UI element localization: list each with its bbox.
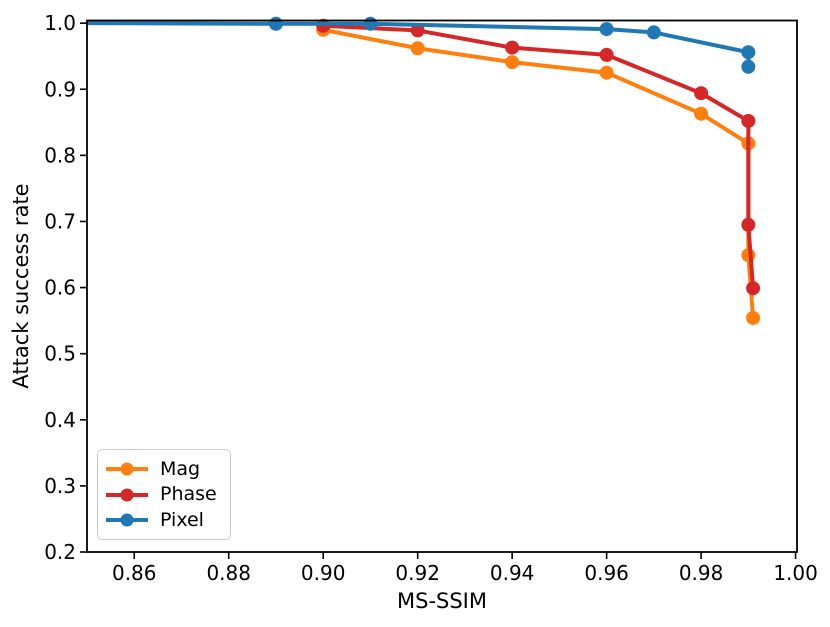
legend-label: Mag	[160, 457, 201, 480]
y-tick-label: 0.3	[44, 474, 76, 498]
y-axis-label: Attack success rate	[9, 183, 33, 389]
data-point-phase	[746, 281, 761, 296]
data-point-pixel	[363, 16, 378, 31]
y-tick-label: 0.5	[44, 342, 76, 366]
data-point-mag	[410, 41, 425, 56]
legend-label: Phase	[160, 483, 217, 505]
data-point-phase	[694, 86, 709, 101]
legend-item-mag: Mag	[105, 457, 222, 480]
x-tick-label: 0.94	[490, 561, 535, 585]
x-tick-label: 0.92	[395, 561, 440, 585]
data-point-pixel	[599, 22, 614, 37]
y-tick-label: 0.6	[44, 276, 76, 300]
data-point-phase	[505, 40, 520, 55]
x-axis-label: MS-SSIM	[397, 589, 487, 613]
data-point-phase	[599, 47, 614, 62]
line-marker-sample-icon	[106, 488, 148, 501]
y-tick-label: 0.8	[44, 143, 76, 167]
data-point-mag	[694, 106, 709, 121]
legend-item-pixel: Pixel	[105, 508, 222, 531]
legend-item-phase: Phase	[105, 485, 222, 504]
series-line-mag	[322, 27, 756, 319]
series-line-phase	[323, 23, 756, 289]
data-point-mag	[505, 55, 520, 70]
data-point-mag	[746, 310, 761, 325]
legend: Mag Phase Pixel	[97, 449, 231, 540]
data-point-phase	[741, 217, 756, 232]
line-marker-sample-icon	[106, 513, 148, 527]
x-tick-label: 1.00	[773, 561, 818, 585]
y-tick-label: 0.4	[44, 408, 76, 432]
data-point-pixel	[741, 45, 756, 60]
x-tick-label: 0.88	[206, 561, 251, 585]
x-tick-label: 0.98	[679, 561, 724, 585]
legend-label: Pixel	[160, 508, 204, 531]
y-tick-label: 0.9	[44, 77, 76, 101]
y-tick-label: 1.0	[44, 11, 76, 35]
x-tick-label: 0.96	[584, 561, 629, 585]
x-tick-label: 0.86	[112, 561, 157, 585]
data-point-pixel	[741, 59, 756, 74]
data-point-pixel	[646, 25, 661, 40]
data-point-phase	[741, 113, 756, 128]
data-point-mag	[599, 65, 614, 80]
line-marker-sample-icon	[106, 462, 148, 476]
x-tick-label: 0.90	[301, 561, 346, 585]
data-point-pixel	[268, 16, 283, 31]
y-tick-label: 0.7	[44, 209, 76, 233]
axes-spines	[86, 19, 798, 553]
y-tick-label: 0.2	[44, 540, 76, 564]
